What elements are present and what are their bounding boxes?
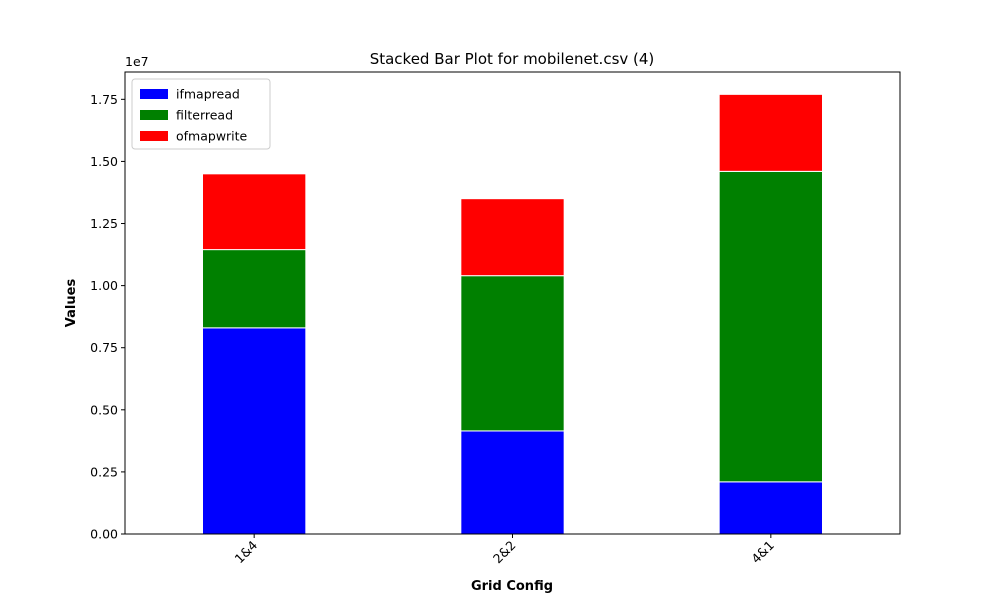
y-tick-label: 0.75 (90, 340, 118, 355)
bar-filterread-1 (202, 249, 307, 329)
legend: ifmapread filterread ofmapwrite (131, 78, 271, 150)
legend-label-filterread: filterread (176, 108, 233, 123)
x-tick-label: 4&1 (748, 538, 777, 567)
bar-ofmapwrite-2 (460, 198, 565, 277)
x-tick-label: 2&2 (490, 538, 519, 567)
x-tick-label: 1&4 (232, 537, 261, 566)
bar-filterread-3 (718, 170, 824, 483)
bar-ifmapread-1 (202, 327, 307, 535)
y-tick-label: 1.00 (90, 278, 118, 293)
bar-filterread-2 (460, 275, 565, 432)
bar-ifmapread-2 (460, 430, 565, 535)
bar-ofmapwrite-3 (718, 93, 824, 172)
legend-swatch-ofmapwrite (140, 131, 168, 141)
legend-label-ofmapwrite: ofmapwrite (176, 129, 248, 144)
chart-title: Stacked Bar Plot for mobilenet.csv (4) (370, 50, 655, 68)
legend-swatch-ifmapread (140, 89, 168, 99)
y-tick-label: 0.25 (90, 464, 118, 479)
bar-ifmapread-3 (718, 481, 824, 535)
y-tick-label: 0.50 (90, 402, 118, 417)
x-axis-label: Grid Config (471, 579, 553, 594)
legend-swatch-filterread (140, 110, 168, 120)
y-tick-label: 0.00 (90, 527, 118, 542)
bar-ofmapwrite-1 (202, 173, 307, 251)
y-scale-multiplier: 1e7 (125, 54, 149, 69)
y-tick-label: 1.50 (90, 154, 118, 169)
legend-label-ifmapread: ifmapread (176, 87, 240, 102)
y-tick-label: 1.25 (90, 216, 118, 231)
plot-frame (124, 71, 901, 535)
y-tick-label: 1.75 (90, 92, 118, 107)
y-axis-label: Values (64, 279, 79, 328)
